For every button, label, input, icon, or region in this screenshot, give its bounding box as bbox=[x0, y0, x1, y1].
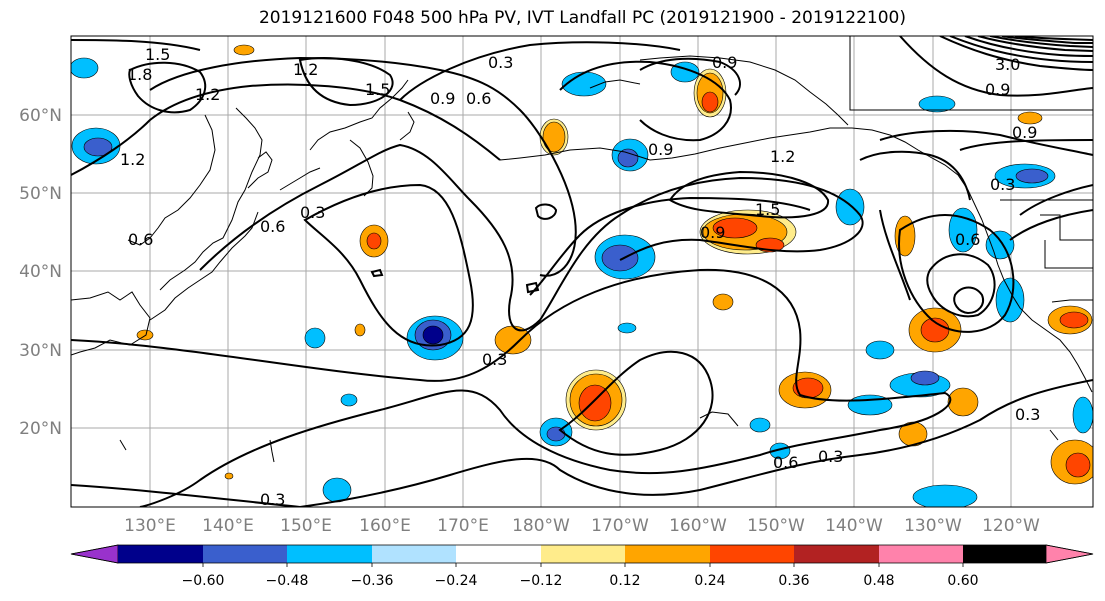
contour-label: 0.6 bbox=[773, 453, 798, 472]
contour-label: 1.5 bbox=[365, 80, 390, 99]
lat-label: 60°N bbox=[19, 106, 62, 126]
lon-label: 160°E bbox=[359, 516, 411, 536]
colorbar-segment bbox=[372, 545, 456, 563]
colorbar-tick: −0.36 bbox=[351, 573, 394, 589]
colorbar-tick: −0.60 bbox=[182, 573, 225, 589]
contour-label: 3.0 bbox=[995, 55, 1020, 74]
coastlines bbox=[71, 36, 1093, 463]
colorbar-segment bbox=[625, 545, 710, 563]
contour-label: 0.9 bbox=[1012, 123, 1037, 142]
colorbar-segment bbox=[118, 545, 203, 563]
contour-label: 0.9 bbox=[430, 89, 455, 108]
contour-label: 0.3 bbox=[818, 447, 843, 466]
contour-label: 0.3 bbox=[300, 203, 325, 222]
colorbar-tick: 0.12 bbox=[609, 573, 640, 589]
contour-label: 0.3 bbox=[1015, 405, 1040, 424]
map-frame bbox=[70, 35, 1094, 508]
latitude-labels: 60°N 50°N 40°N 30°N 20°N bbox=[19, 106, 62, 439]
lat-label: 20°N bbox=[19, 419, 62, 439]
contour-label: 0.3 bbox=[260, 490, 285, 509]
colorbar-segment bbox=[287, 545, 372, 563]
colorbar-tick: 0.36 bbox=[778, 573, 809, 589]
contour-label: 1.8 bbox=[127, 65, 152, 84]
lon-label: 140°E bbox=[202, 516, 254, 536]
colorbar-tick: −0.24 bbox=[435, 573, 478, 589]
lon-label: 170°W bbox=[591, 516, 649, 536]
colorbar-segment bbox=[879, 545, 963, 563]
longitude-labels: 130°E 140°E 150°E 160°E 170°E 180°W 170°… bbox=[124, 516, 1040, 536]
colorbar-segment bbox=[541, 545, 625, 563]
colorbar-segment bbox=[794, 545, 879, 563]
lon-label: 150°E bbox=[280, 516, 332, 536]
colorbar-segment bbox=[963, 545, 1046, 563]
colorbar: −0.60 −0.48 −0.36 −0.24 −0.12 0.12 0.24 … bbox=[70, 544, 1094, 589]
lon-label: 130°W bbox=[904, 516, 962, 536]
lon-label: 180°W bbox=[512, 516, 570, 536]
lat-label: 50°N bbox=[19, 184, 62, 204]
lon-label: 150°W bbox=[747, 516, 805, 536]
colorbar-extend-min bbox=[70, 544, 119, 564]
contour-label: 1.2 bbox=[120, 150, 145, 169]
pv-contours bbox=[71, 36, 1093, 507]
lon-label: 120°W bbox=[982, 516, 1040, 536]
colorbar-segment bbox=[710, 545, 794, 563]
lat-label: 30°N bbox=[19, 341, 62, 361]
contour-label: 0.6 bbox=[260, 217, 285, 236]
lon-label: 160°W bbox=[669, 516, 727, 536]
lon-label: 170°E bbox=[437, 516, 489, 536]
colorbar-segment bbox=[203, 545, 287, 563]
contour-label: 1.2 bbox=[770, 147, 795, 166]
contour-label: 1.2 bbox=[293, 60, 318, 79]
contour-label: 0.3 bbox=[488, 53, 513, 72]
contour-labels: 1.5 1.8 1.2 1.2 1.5 1.2 0.3 0.9 0.6 0.9 … bbox=[120, 45, 1040, 509]
colorbar-tick: −0.48 bbox=[266, 573, 309, 589]
ivt-anomaly-fill bbox=[71, 44, 1093, 507]
colorbar-tick: 0.60 bbox=[947, 573, 978, 589]
colorbar-tick: 0.48 bbox=[863, 573, 894, 589]
lat-label: 40°N bbox=[19, 262, 62, 282]
colorbar-tick: 0.24 bbox=[694, 573, 725, 589]
contour-label: 0.9 bbox=[700, 223, 725, 242]
contour-label: 0.9 bbox=[712, 53, 737, 72]
contour-label: 1.5 bbox=[755, 200, 780, 219]
contour-label: 0.9 bbox=[648, 140, 673, 159]
contour-label: 0.6 bbox=[466, 89, 491, 108]
contour-label: 0.6 bbox=[955, 230, 980, 249]
map-title: 2019121600 F048 500 hPa PV, IVT Landfall… bbox=[258, 8, 906, 28]
contour-label: 1.5 bbox=[145, 45, 170, 64]
contour-label: 0.3 bbox=[482, 350, 507, 369]
colorbar-extend-max bbox=[1045, 544, 1094, 564]
contour-label: 0.9 bbox=[985, 80, 1010, 99]
contour-label: 0.6 bbox=[128, 230, 153, 249]
colorbar-segment bbox=[456, 545, 541, 563]
contour-label: 1.2 bbox=[195, 85, 220, 104]
lon-label: 140°W bbox=[825, 516, 883, 536]
contour-label: 0.3 bbox=[990, 175, 1015, 194]
colorbar-tick: −0.12 bbox=[520, 573, 563, 589]
lon-label: 130°E bbox=[124, 516, 176, 536]
